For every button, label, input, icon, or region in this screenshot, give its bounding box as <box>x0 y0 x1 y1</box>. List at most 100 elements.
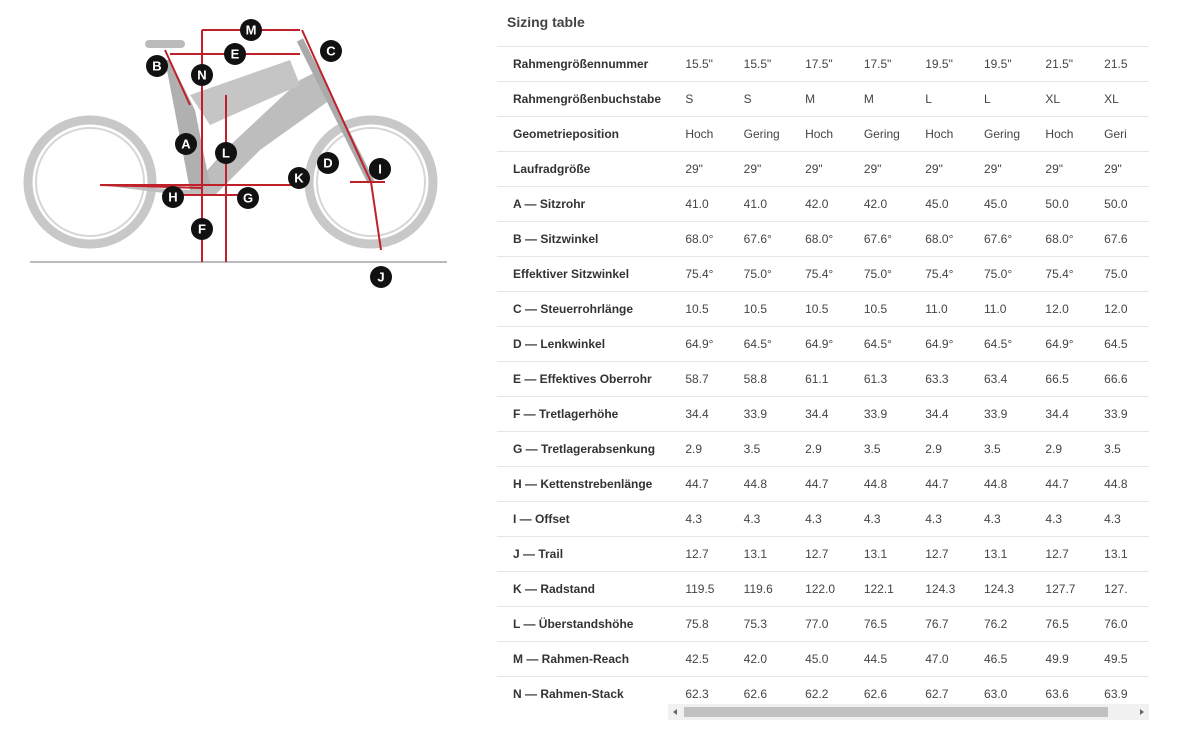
cell: 75.4° <box>1034 256 1094 292</box>
cell: 67.6 <box>1093 221 1149 257</box>
cell: 76.5 <box>1034 606 1094 642</box>
table-row: D — Lenkwinkel 64.9° 64.5° 64.9° 64.5° 64.9° 6… <box>497 326 1149 362</box>
cell: 45.0 <box>914 186 973 222</box>
cell: Gering <box>852 116 915 152</box>
cell: 4.3 <box>674 501 733 537</box>
row-label: Geometrieposition <box>497 116 675 152</box>
cell: 33.9 <box>973 396 1035 432</box>
cell: 44.7 <box>914 466 973 502</box>
table-title: Sizing table <box>507 14 585 30</box>
cell: 34.4 <box>1034 396 1094 432</box>
scroll-thumb[interactable] <box>684 707 1108 717</box>
cell: 50.0 <box>1034 186 1094 222</box>
row-label: G — Tretlagerabsenkung <box>497 431 675 467</box>
scrollbar[interactable] <box>668 704 1149 720</box>
cell: 124.3 <box>973 571 1035 607</box>
label-badge <box>320 40 342 62</box>
label-letter: K <box>294 171 304 186</box>
cell: 62.3 <box>674 676 733 705</box>
table-row: K — Radstand 119.5 119.6 122.0 122.1 124.3 124… <box>497 571 1149 607</box>
cell: 75.0° <box>852 256 915 292</box>
cell: 58.8 <box>732 361 795 397</box>
cell: 75.3 <box>732 606 795 642</box>
cell: 29" <box>674 151 733 187</box>
cell: 10.5 <box>732 291 795 327</box>
cell: Hoch <box>914 116 973 152</box>
cell: 29" <box>914 151 973 187</box>
cell: 34.4 <box>794 396 853 432</box>
cell: 75.8 <box>674 606 733 642</box>
label-letter: L <box>222 146 230 161</box>
cell: 77.0 <box>794 606 853 642</box>
cell: Hoch <box>794 116 853 152</box>
row-label: K — Radstand <box>497 571 675 607</box>
cell: 122.0 <box>794 571 853 607</box>
cell: 12.0 <box>1034 291 1094 327</box>
cell: 4.3 <box>732 501 795 537</box>
cell: 33.9 <box>732 396 795 432</box>
cell: 68.0° <box>794 221 853 257</box>
cell: 29" <box>732 151 795 187</box>
table-container[interactable]: Rahmengrößennummer 15.5" 15.5" 17.5" 17.5" 19… <box>497 46 1149 705</box>
cell: 2.9 <box>674 431 733 467</box>
label-badge <box>370 266 392 288</box>
table-row: N — Rahmen-Stack 62.3 62.6 62.2 62.6 62.7 63.0… <box>497 676 1149 705</box>
label-letter: D <box>323 156 332 171</box>
cell: 3.5 <box>1093 431 1149 467</box>
cell: 63.6 <box>1034 676 1094 705</box>
cell: XL <box>1034 81 1094 117</box>
row-label: D — Lenkwinkel <box>497 326 675 362</box>
cell: 21.5 <box>1093 46 1149 82</box>
cell: 64.5° <box>732 326 795 362</box>
cell: 64.9° <box>794 326 853 362</box>
cell: 29" <box>852 151 915 187</box>
cell: 4.3 <box>1034 501 1094 537</box>
cell: 10.5 <box>852 291 915 327</box>
cell: 13.1 <box>973 536 1035 572</box>
cell: 61.3 <box>852 361 915 397</box>
row-label: E — Effektives Oberrohr <box>497 361 675 397</box>
cell: 49.5 <box>1093 641 1149 677</box>
cell: S <box>732 81 795 117</box>
table-row: Laufradgröße 29" 29" 29" 29" 29" 29" 29" 29" <box>497 151 1149 187</box>
cell: Geri <box>1093 116 1149 152</box>
row-label: J — Trail <box>497 536 675 572</box>
table-row: F — Tretlagerhöhe 34.4 33.9 34.4 33.9 34.4 33.… <box>497 396 1149 432</box>
label-letter: E <box>231 47 240 62</box>
cell: 42.0 <box>852 186 915 222</box>
cell: 75.4° <box>794 256 853 292</box>
labels: ME C B N A L D I K H G F J <box>146 19 392 288</box>
row-label: Laufradgröße <box>497 151 675 187</box>
cell: 44.7 <box>674 466 733 502</box>
table-row: I — Offset 4.3 4.3 4.3 4.3 4.3 4.3 4.3 4.3 <box>497 501 1149 537</box>
cell: 3.5 <box>973 431 1035 467</box>
cell: L <box>914 81 973 117</box>
row-label: L — Überstandshöhe <box>497 606 675 642</box>
cell: 62.6 <box>732 676 795 705</box>
label-letter: N <box>197 68 206 83</box>
cell: 63.3 <box>914 361 973 397</box>
cell: 13.1 <box>732 536 795 572</box>
cell: 64.9° <box>674 326 733 362</box>
cell: M <box>852 81 915 117</box>
cell: 64.9° <box>914 326 973 362</box>
cell: 11.0 <box>973 291 1035 327</box>
label-badge <box>146 55 168 77</box>
cell: 62.2 <box>794 676 853 705</box>
cell: 12.7 <box>1034 536 1094 572</box>
cell: 12.7 <box>794 536 853 572</box>
cell: 63.4 <box>973 361 1035 397</box>
table-row: E — Effektives Oberrohr 58.7 58.8 61.1 61.3 6… <box>497 361 1149 397</box>
label-letter: F <box>198 222 206 237</box>
cell: 44.8 <box>852 466 915 502</box>
label-letter: H <box>168 190 177 205</box>
cell: 44.5 <box>852 641 915 677</box>
cell: 44.8 <box>973 466 1035 502</box>
cell: 68.0° <box>1034 221 1094 257</box>
table-row: C — Steuerrohrlänge 10.5 10.5 10.5 10.5 11.0 1… <box>497 291 1149 327</box>
bike-diagram: ME C B N A L D I K H G F J <box>23 19 447 288</box>
cell: 76.5 <box>852 606 915 642</box>
cell: 63.9 <box>1093 676 1149 705</box>
label-badge <box>240 19 262 41</box>
cell: 75.0° <box>732 256 795 292</box>
